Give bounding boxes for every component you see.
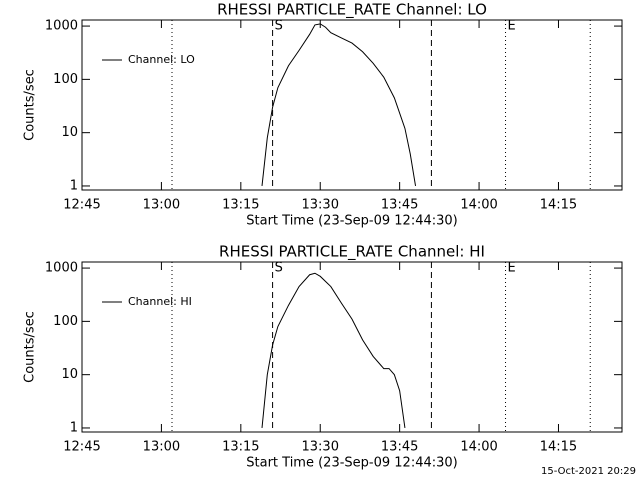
y-tick-label: 100 <box>53 72 78 87</box>
x-tick-label: 13:15 <box>222 198 259 213</box>
legend-label: Channel: LO <box>128 53 195 66</box>
y-tick-label: 1000 <box>45 19 78 34</box>
y-axis-label: Counts/sec <box>23 69 38 141</box>
plot-frame <box>81 261 623 433</box>
data-line <box>261 272 406 429</box>
chart-title: RHESSI PARTICLE_RATE Channel: LO <box>217 1 487 20</box>
x-tick-label: 13:00 <box>143 440 180 455</box>
x-axis-label: Start Time (23-Sep-09 12:44:30) <box>246 456 457 471</box>
x-tick-label: 14:15 <box>540 198 577 213</box>
y-tick-label: 1000 <box>45 261 78 276</box>
y-tick-label: 1 <box>70 178 78 193</box>
x-tick-label: 13:45 <box>381 198 418 213</box>
x-tick-label: 14:00 <box>460 198 497 213</box>
y-tick-label: 100 <box>53 314 78 329</box>
y-tick-label: 10 <box>61 125 78 140</box>
y-tick-label: 1 <box>70 420 78 435</box>
x-tick-label: 13:45 <box>381 440 418 455</box>
marker-label: E <box>508 19 516 34</box>
x-tick-label: 13:00 <box>143 198 180 213</box>
plot-frame <box>81 19 623 191</box>
y-tick-label: 10 <box>61 367 78 382</box>
x-tick-label: 13:30 <box>302 440 339 455</box>
data-line <box>261 23 417 187</box>
x-tick-label: 14:00 <box>460 440 497 455</box>
x-axis-label: Start Time (23-Sep-09 12:44:30) <box>246 214 457 229</box>
y-axis-label: Counts/sec <box>23 311 38 383</box>
x-tick-label: 13:30 <box>302 198 339 213</box>
legend-label: Channel: HI <box>128 295 192 308</box>
timestamp: 15-Oct-2021 20:29 <box>541 466 636 477</box>
x-tick-label: 14:15 <box>540 440 577 455</box>
x-tick-label: 12:45 <box>63 440 100 455</box>
x-tick-label: 13:15 <box>222 440 259 455</box>
marker-label: S <box>275 19 283 34</box>
marker-label: S <box>275 261 283 276</box>
x-tick-label: 12:45 <box>63 198 100 213</box>
chart-title: RHESSI PARTICLE_RATE Channel: HI <box>219 243 485 262</box>
marker-label: E <box>508 261 516 276</box>
